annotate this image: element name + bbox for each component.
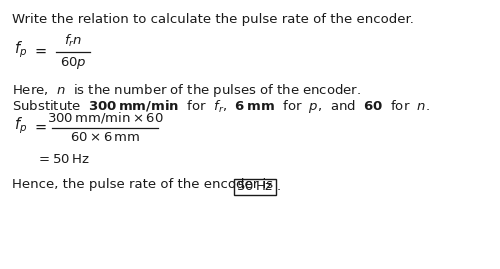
Text: $=$: $=$: [32, 119, 48, 133]
Text: .: .: [277, 180, 281, 193]
Text: Substitute  $\mathbf{300\,mm/min}$  for  $f_r$,  $\mathbf{6\,mm}$  for  $p$,  an: Substitute $\mathbf{300\,mm/min}$ for $f…: [12, 98, 430, 115]
Text: $50\,\mathrm{Hz}$: $50\,\mathrm{Hz}$: [236, 180, 274, 193]
Bar: [234, 179, 276, 195]
Text: $f_r n$: $f_r n$: [64, 33, 82, 49]
Text: $60 \times 6\,\mathrm{mm}$: $60 \times 6\,\mathrm{mm}$: [70, 131, 140, 144]
Text: Hence, the pulse rate of the encoder is: Hence, the pulse rate of the encoder is: [12, 178, 273, 191]
Text: $300\,\mathrm{mm/min} \times 60$: $300\,\mathrm{mm/min} \times 60$: [46, 110, 164, 125]
Text: Write the relation to calculate the pulse rate of the encoder.: Write the relation to calculate the puls…: [12, 13, 414, 26]
Text: $f_p$: $f_p$: [14, 40, 27, 60]
Text: $= 50\,\mathrm{Hz}$: $= 50\,\mathrm{Hz}$: [36, 153, 90, 166]
Text: $f_p$: $f_p$: [14, 116, 27, 136]
Text: $=$: $=$: [32, 43, 48, 58]
Text: $60p$: $60p$: [60, 55, 86, 71]
Text: Here,  $n$  is the number of the pulses of the encoder.: Here, $n$ is the number of the pulses of…: [12, 82, 361, 99]
